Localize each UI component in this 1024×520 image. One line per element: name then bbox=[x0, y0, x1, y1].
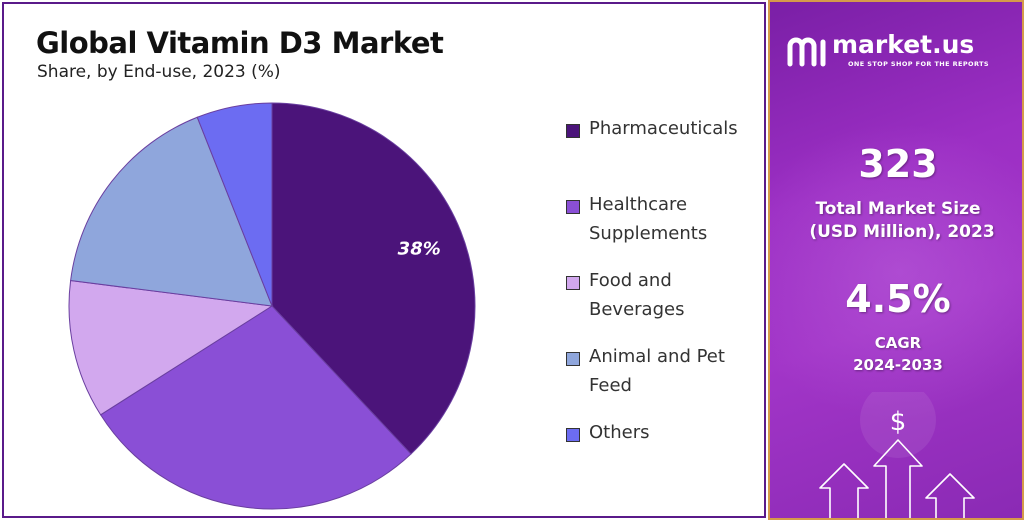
legend-label: Supplements bbox=[589, 223, 708, 244]
legend-swatch bbox=[566, 200, 580, 214]
legend-item-food-and-beverages: Food and Beverages bbox=[566, 266, 764, 324]
pie-slice-pharmaceuticals bbox=[271, 102, 476, 455]
legend-label: Feed bbox=[589, 375, 632, 396]
legend-item-healthcare-supplements: Healthcare Supplements bbox=[566, 190, 764, 248]
pie-chart: 38% bbox=[68, 102, 476, 510]
panel-background-glow bbox=[770, 122, 1022, 422]
market-size-label-unit: (USD Million), 2023 bbox=[809, 222, 995, 242]
market-size-label: Total Market Size bbox=[815, 199, 981, 219]
legend-item-animal-and-pet-feed: Animal and Pet Feed bbox=[566, 342, 764, 400]
brand-tagline: ONE STOP SHOP FOR THE REPORTS bbox=[848, 60, 989, 68]
legend-label: Pharmaceuticals bbox=[589, 118, 738, 139]
market-size-value: 323 bbox=[858, 142, 938, 186]
pie-slice-healthcare-supplements bbox=[99, 305, 412, 510]
pie-slice-food-and-beverages bbox=[68, 279, 274, 416]
chart-subtitle: Share, by End-use, 2023 (%) bbox=[37, 62, 281, 82]
legend-label: Beverages bbox=[589, 299, 685, 320]
legend-swatch bbox=[566, 352, 580, 366]
dollar-icon: $ bbox=[890, 407, 907, 437]
pie-slice-others bbox=[196, 102, 273, 307]
chart-title: Global Vitamin D3 Market bbox=[36, 26, 444, 60]
legend-item-pharmaceuticals: Pharmaceuticals bbox=[566, 114, 764, 143]
legend-label: Others bbox=[589, 422, 650, 443]
brand-name: market.us bbox=[832, 30, 975, 59]
cagr-period: 2024-2033 bbox=[853, 356, 943, 374]
market-us-logo-icon bbox=[787, 37, 826, 67]
pie-data-label: 38% bbox=[398, 239, 441, 260]
growth-arrows-icon: $ bbox=[819, 392, 975, 518]
cagr-label: CAGR bbox=[874, 334, 922, 352]
legend-swatch bbox=[566, 124, 580, 138]
market-info-panel: market.us ONE STOP SHOP FOR THE REPORTS … bbox=[768, 0, 1024, 520]
legend-item-others: Others bbox=[566, 418, 764, 447]
cagr-value: 4.5% bbox=[845, 277, 951, 321]
chart-panel: Global Vitamin D3 Market Share, by End-u… bbox=[2, 2, 766, 518]
legend-swatch bbox=[566, 276, 580, 290]
legend-label: Food and bbox=[589, 270, 672, 291]
legend-swatch bbox=[566, 428, 580, 442]
legend-label: Animal and Pet bbox=[589, 346, 725, 367]
pie-slice-animal-and-pet-feed bbox=[70, 116, 273, 307]
legend-label: Healthcare bbox=[589, 194, 688, 215]
